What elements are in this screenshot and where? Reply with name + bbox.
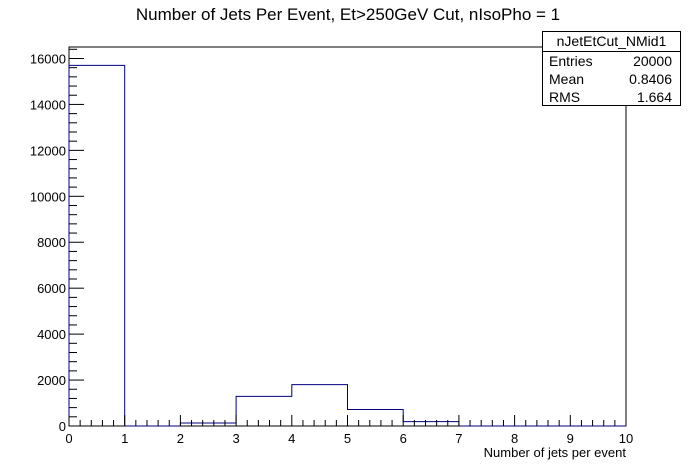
stats-row-rms: RMS 1.664 (543, 88, 680, 106)
x-tick-label: 5 (344, 431, 351, 446)
x-tick-label: 3 (232, 431, 239, 446)
stats-row-mean: Mean 0.8406 (543, 70, 680, 88)
x-tick-label: 1 (121, 431, 128, 446)
stats-label: Mean (549, 71, 585, 87)
stats-value: 0.8406 (629, 71, 672, 87)
x-tick-label: 10 (619, 431, 633, 446)
stats-histogram-name: nJetEtCut_NMid1 (543, 32, 680, 52)
x-tick-label: 7 (455, 431, 462, 446)
y-tick-label: 10000 (30, 189, 66, 204)
y-tick-label: 2000 (37, 373, 66, 388)
histogram-line (68, 64, 626, 427)
stats-value: 20000 (633, 53, 672, 69)
x-tick-label: 4 (288, 431, 295, 446)
x-tick-label: 6 (400, 431, 407, 446)
x-tick-label: 9 (567, 431, 574, 446)
y-tick-label: 14000 (30, 97, 66, 112)
stats-label: Entries (549, 53, 593, 69)
x-axis: 0 1 2 3 4 5 6 7 8 9 10 (65, 415, 633, 446)
y-tick-label: 4000 (37, 327, 66, 342)
x-tick-label: 0 (65, 431, 72, 446)
y-tick-label: 16000 (30, 51, 66, 66)
chart-title: Number of Jets Per Event, Et>250GeV Cut,… (135, 5, 561, 24)
stats-value: 1.664 (636, 89, 672, 105)
stats-label: RMS (549, 89, 581, 105)
x-axis-label: Number of jets per event (484, 445, 627, 460)
y-tick-label: 8000 (37, 235, 66, 250)
y-tick-label: 6000 (37, 281, 66, 296)
stats-box: nJetEtCut_NMid1 Entries 20000 Mean 0.840… (542, 31, 681, 106)
stats-row-entries: Entries 20000 (543, 52, 680, 70)
x-tick-label: 2 (177, 431, 184, 446)
y-tick-label: 0 (59, 419, 66, 434)
x-tick-label: 8 (511, 431, 518, 446)
y-axis: 0 2000 4000 6000 8000 10000 12000 14000 16000 (30, 48, 84, 434)
y-tick-label: 12000 (30, 143, 66, 158)
